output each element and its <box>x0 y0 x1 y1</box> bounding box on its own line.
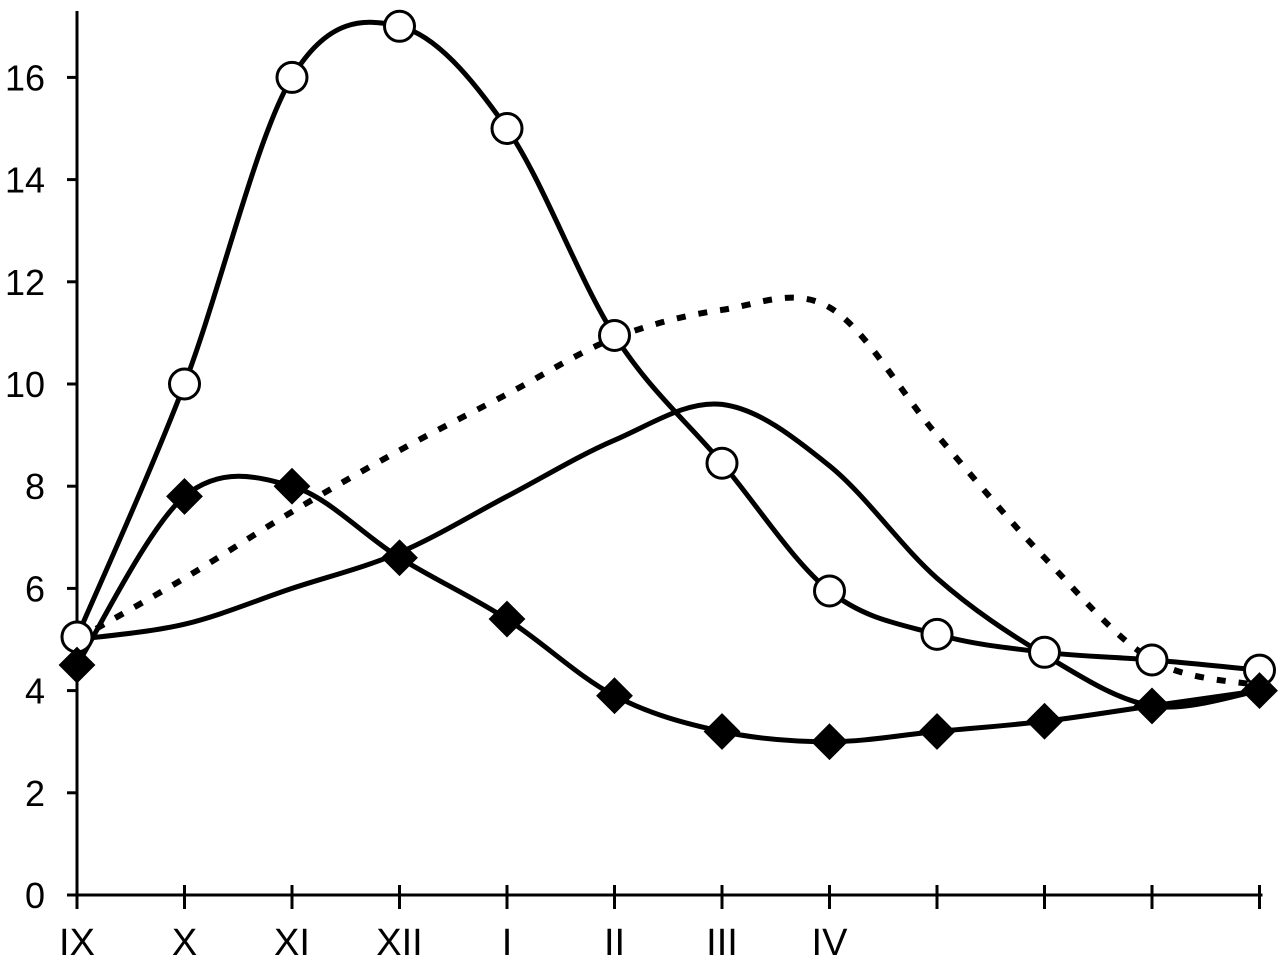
data-point-circle <box>1028 635 1061 669</box>
data-point-circle <box>1135 643 1169 677</box>
series-line-2 <box>74 473 1260 745</box>
axes <box>67 10 1263 909</box>
series-line-1 <box>74 19 1260 673</box>
series-line-3 <box>76 401 1260 710</box>
y-tick-label: 12 <box>5 262 45 303</box>
data-point-diamond <box>273 467 311 505</box>
data-point-circle <box>813 574 846 608</box>
data-point-diamond <box>166 478 203 515</box>
y-tick-label: 4 <box>25 671 45 712</box>
y-tick-label: 16 <box>5 57 45 98</box>
data-point-diamond <box>1133 687 1171 725</box>
data-point-diamond <box>1026 702 1063 740</box>
x-tick-label: IV <box>812 922 849 964</box>
data-point-circle <box>383 9 416 43</box>
series-line-4 <box>75 294 1261 689</box>
y-tick-label: 6 <box>25 568 45 609</box>
data-point-circle <box>920 617 954 651</box>
data-point-diamond <box>596 677 633 715</box>
data-point-diamond <box>1241 672 1278 710</box>
x-tick-label: III <box>706 922 738 964</box>
data-point-diamond <box>918 713 956 750</box>
x-tick-label: I <box>502 922 513 964</box>
series-lines <box>74 19 1261 745</box>
data-point-circle <box>168 367 201 401</box>
data-point-diamond <box>703 713 741 750</box>
data-point-circle <box>598 318 631 352</box>
x-tick-label: IX <box>59 922 95 964</box>
data-point-diamond <box>381 539 418 577</box>
data-point-diamond <box>488 600 526 638</box>
data-point-circle <box>490 112 524 145</box>
data-point-circle <box>275 60 309 94</box>
data-point-diamond <box>811 723 848 761</box>
x-tick-label: II <box>604 922 625 964</box>
y-tick-label: 14 <box>5 160 45 201</box>
y-tick-label: 10 <box>5 364 45 405</box>
y-tick-label: 0 <box>25 875 45 916</box>
data-point-diamond <box>58 646 96 684</box>
x-tick-label: XII <box>376 922 422 964</box>
y-tick-label: 2 <box>25 773 45 814</box>
y-tick-label: 8 <box>25 466 45 507</box>
x-tick-label: XI <box>274 922 310 964</box>
data-point-circle <box>705 446 739 480</box>
series-markers <box>58 9 1278 761</box>
x-tick-label: X <box>172 922 197 964</box>
